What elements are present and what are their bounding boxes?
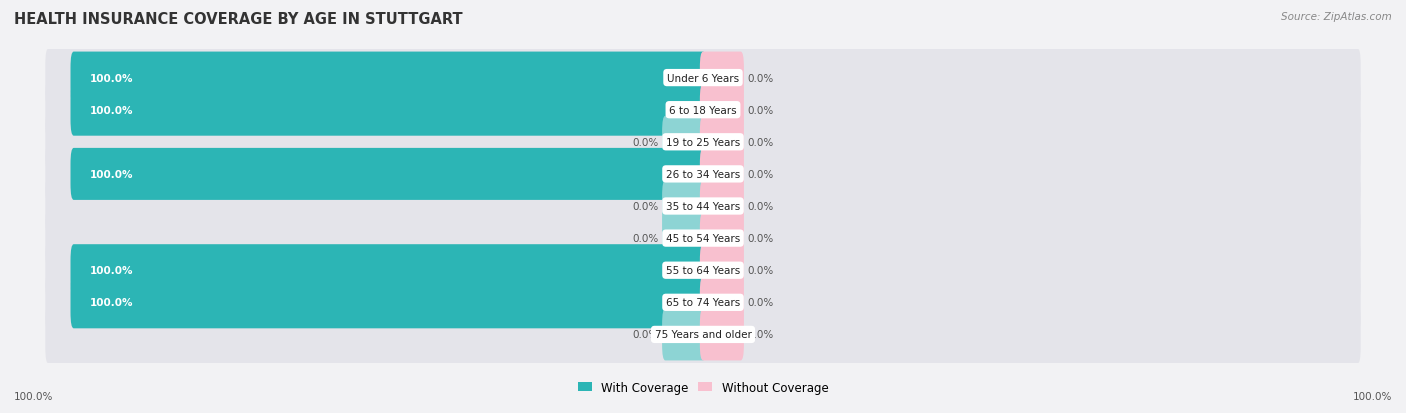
FancyBboxPatch shape [700, 244, 744, 297]
Text: 0.0%: 0.0% [747, 138, 773, 147]
FancyBboxPatch shape [45, 113, 1361, 171]
FancyBboxPatch shape [700, 116, 744, 169]
Text: 0.0%: 0.0% [747, 202, 773, 211]
FancyBboxPatch shape [700, 85, 744, 136]
Text: 45 to 54 Years: 45 to 54 Years [666, 233, 740, 244]
FancyBboxPatch shape [700, 213, 744, 264]
Text: HEALTH INSURANCE COVERAGE BY AGE IN STUTTGART: HEALTH INSURANCE COVERAGE BY AGE IN STUT… [14, 12, 463, 27]
Text: 0.0%: 0.0% [747, 233, 773, 244]
Text: 55 to 64 Years: 55 to 64 Years [666, 266, 740, 275]
FancyBboxPatch shape [70, 149, 706, 200]
Legend: With Coverage, Without Coverage: With Coverage, Without Coverage [572, 376, 834, 399]
FancyBboxPatch shape [45, 177, 1361, 236]
Text: 26 to 34 Years: 26 to 34 Years [666, 169, 740, 180]
FancyBboxPatch shape [45, 81, 1361, 140]
Text: 100.0%: 100.0% [90, 74, 134, 83]
Text: 100.0%: 100.0% [90, 105, 134, 115]
Text: Under 6 Years: Under 6 Years [666, 74, 740, 83]
FancyBboxPatch shape [70, 277, 706, 328]
Text: 0.0%: 0.0% [747, 169, 773, 180]
Text: 0.0%: 0.0% [747, 266, 773, 275]
FancyBboxPatch shape [45, 306, 1361, 364]
Text: 65 to 74 Years: 65 to 74 Years [666, 298, 740, 308]
Text: 0.0%: 0.0% [633, 233, 659, 244]
Text: 100.0%: 100.0% [90, 298, 134, 308]
Text: 0.0%: 0.0% [747, 105, 773, 115]
Text: 0.0%: 0.0% [747, 298, 773, 308]
FancyBboxPatch shape [700, 149, 744, 200]
Text: 100.0%: 100.0% [1353, 391, 1392, 401]
Text: 35 to 44 Years: 35 to 44 Years [666, 202, 740, 211]
FancyBboxPatch shape [662, 309, 706, 361]
Text: 100.0%: 100.0% [14, 391, 53, 401]
Text: 0.0%: 0.0% [747, 330, 773, 339]
FancyBboxPatch shape [700, 180, 744, 233]
Text: 100.0%: 100.0% [90, 169, 134, 180]
Text: 6 to 18 Years: 6 to 18 Years [669, 105, 737, 115]
FancyBboxPatch shape [45, 273, 1361, 332]
Text: 0.0%: 0.0% [633, 138, 659, 147]
Text: 0.0%: 0.0% [633, 202, 659, 211]
Text: Source: ZipAtlas.com: Source: ZipAtlas.com [1281, 12, 1392, 22]
FancyBboxPatch shape [70, 52, 706, 104]
Text: 100.0%: 100.0% [90, 266, 134, 275]
Text: 0.0%: 0.0% [747, 74, 773, 83]
Text: 0.0%: 0.0% [633, 330, 659, 339]
FancyBboxPatch shape [700, 277, 744, 328]
FancyBboxPatch shape [70, 85, 706, 136]
FancyBboxPatch shape [45, 49, 1361, 107]
Text: 19 to 25 Years: 19 to 25 Years [666, 138, 740, 147]
Text: 75 Years and older: 75 Years and older [655, 330, 751, 339]
FancyBboxPatch shape [70, 244, 706, 297]
FancyBboxPatch shape [662, 180, 706, 233]
FancyBboxPatch shape [45, 242, 1361, 300]
FancyBboxPatch shape [45, 145, 1361, 204]
FancyBboxPatch shape [700, 52, 744, 104]
FancyBboxPatch shape [662, 213, 706, 264]
FancyBboxPatch shape [700, 309, 744, 361]
FancyBboxPatch shape [662, 116, 706, 169]
FancyBboxPatch shape [45, 209, 1361, 268]
